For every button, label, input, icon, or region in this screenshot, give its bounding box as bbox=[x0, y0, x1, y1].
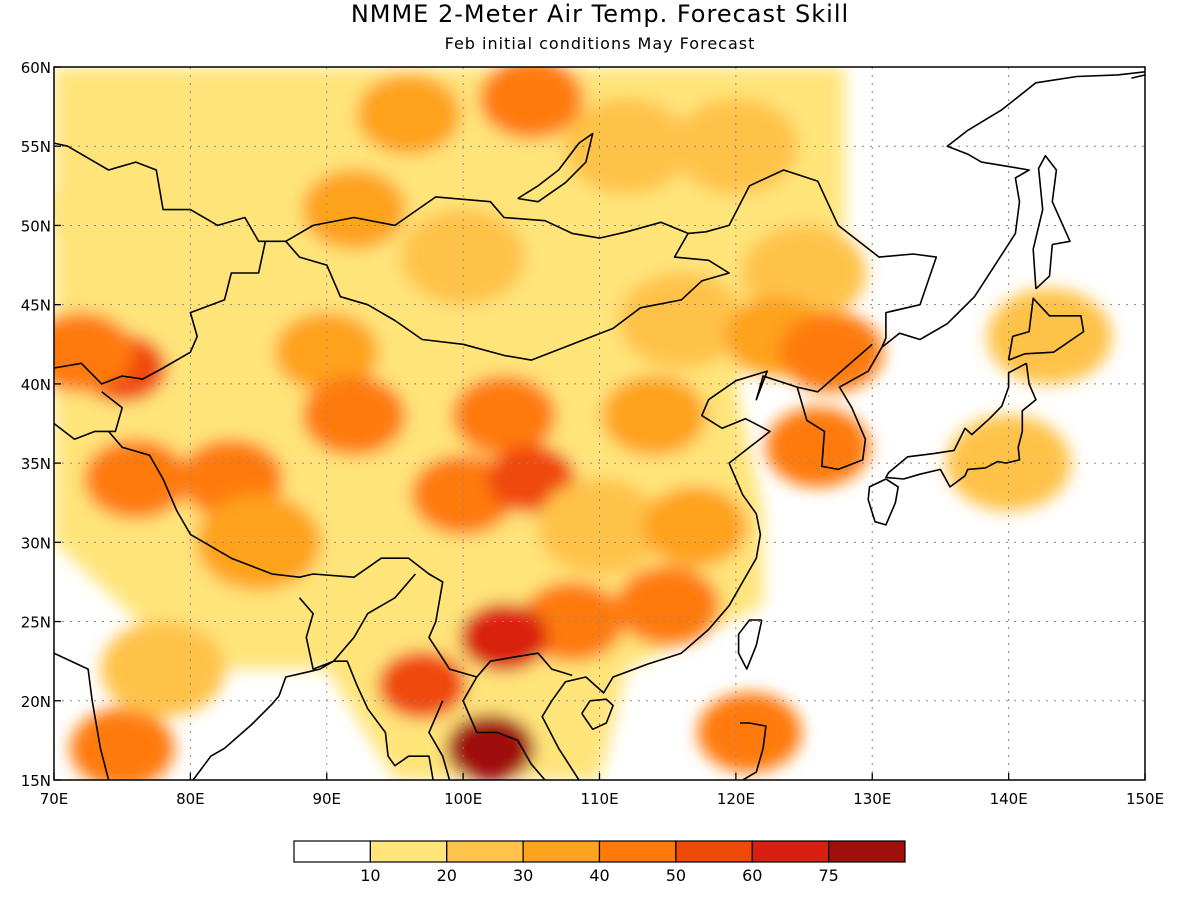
coastline-segment bbox=[54, 652, 110, 780]
skill-cell bbox=[83, 438, 188, 519]
coastline-segment bbox=[881, 71, 1145, 349]
coastline-segment bbox=[796, 347, 883, 471]
coastline-segment bbox=[541, 343, 873, 780]
skill-cell bbox=[54, 161, 171, 258]
skill-cell bbox=[602, 375, 707, 456]
coastline-segment bbox=[428, 700, 451, 780]
colorbar: 10 20 30 40 50 60 75 bbox=[293, 840, 906, 885]
latitude-tick-label: 40N bbox=[21, 376, 51, 394]
latitude-tick-label: 35N bbox=[21, 455, 51, 473]
skill-cell bbox=[100, 621, 226, 718]
skill-cell bbox=[302, 375, 407, 456]
coastline-segment bbox=[54, 661, 55, 663]
skill-cell bbox=[479, 67, 584, 139]
skill-cell bbox=[537, 478, 662, 575]
colorbar-label: 40 bbox=[589, 866, 609, 885]
skill-cell bbox=[302, 169, 407, 250]
skill-cell bbox=[987, 288, 1112, 385]
longitude-tick-label: 150E bbox=[1126, 790, 1164, 808]
skill-field bbox=[54, 67, 1112, 780]
latitude-tick-label: 45N bbox=[21, 297, 51, 315]
latitude-tick-label: 55N bbox=[21, 138, 51, 156]
coastline-segment bbox=[54, 142, 938, 361]
colorbar-swatch bbox=[598, 840, 677, 863]
skill-cell bbox=[618, 272, 744, 369]
skill-cell bbox=[452, 375, 557, 456]
colorbar-swatch bbox=[522, 840, 601, 863]
longitude-tick-label: 70E bbox=[40, 790, 69, 808]
coastline-segment bbox=[107, 430, 573, 678]
coastline-segment bbox=[285, 196, 689, 242]
colorbar-swatch bbox=[751, 840, 830, 863]
colorbar-label: 10 bbox=[360, 866, 380, 885]
latitude-tick-label: 15N bbox=[21, 772, 51, 790]
latitude-tick-label: 25N bbox=[21, 614, 51, 632]
colorbar-swatch bbox=[446, 840, 524, 863]
longitude-tick-label: 120E bbox=[717, 790, 755, 808]
skill-cell bbox=[564, 98, 690, 195]
skill-cell bbox=[54, 312, 134, 393]
skill-cell bbox=[697, 692, 802, 773]
latitude-ticks: 15N 20N 25N 30N 35N 40N 45N 50N 55N 60N bbox=[21, 59, 61, 790]
coastline-segment bbox=[1131, 74, 1145, 79]
map-title: NMME 2-Meter Air Temp. Forecast Skill bbox=[350, 0, 850, 28]
colorbar-swatch bbox=[293, 840, 371, 863]
skill-cell bbox=[765, 407, 870, 488]
skill-cell bbox=[196, 494, 321, 591]
latitude-tick-label: 60N bbox=[21, 59, 51, 77]
longitude-tick-label: 140E bbox=[990, 790, 1028, 808]
coastline-segment bbox=[1007, 297, 1085, 361]
colorbar-label: 50 bbox=[666, 866, 686, 885]
skill-cell bbox=[615, 565, 720, 646]
coastline-segment bbox=[278, 660, 434, 780]
coastline-segment bbox=[54, 241, 267, 385]
longitude-tick-label: 130E bbox=[853, 790, 891, 808]
coastline-segment bbox=[740, 722, 767, 780]
coastline-segment bbox=[298, 573, 417, 670]
graticule bbox=[54, 67, 1145, 780]
colorbar-swatch bbox=[828, 840, 906, 863]
coastline-segment bbox=[462, 676, 546, 780]
skill-cell bbox=[642, 486, 747, 567]
coastline-segment bbox=[517, 132, 594, 203]
colorbar-label: 75 bbox=[818, 866, 838, 885]
coastline-segment bbox=[192, 695, 280, 780]
skill-cell bbox=[446, 714, 535, 780]
skill-cell bbox=[779, 312, 884, 393]
coastline-segment bbox=[54, 391, 123, 441]
latitude-tick-label: 50N bbox=[21, 217, 51, 235]
colorbar-label: 60 bbox=[742, 866, 762, 885]
longitude-ticks: 70E 80E 90E 100E 110E 120E 130E 140E 150E bbox=[40, 773, 1164, 808]
skill-cell bbox=[400, 209, 526, 306]
longitude-tick-label: 80E bbox=[176, 790, 205, 808]
skill-cell bbox=[274, 312, 379, 393]
latitude-tick-label: 30N bbox=[21, 534, 51, 552]
coastline-segment bbox=[867, 478, 899, 526]
coastline-segment bbox=[1032, 154, 1071, 290]
longitude-tick-label: 100E bbox=[444, 790, 482, 808]
skill-cell bbox=[70, 708, 175, 780]
coastline-segment bbox=[581, 698, 614, 731]
skill-cell bbox=[459, 603, 549, 672]
colorbar-swatch bbox=[369, 840, 448, 863]
coastline-segment bbox=[737, 619, 763, 670]
skill-cell bbox=[378, 650, 467, 719]
longitude-tick-label: 90E bbox=[312, 790, 341, 808]
colorbar-label: 30 bbox=[513, 866, 533, 885]
skill-cell bbox=[356, 74, 461, 155]
longitude-tick-label: 110E bbox=[580, 790, 618, 808]
colorbar-swatch bbox=[675, 840, 753, 863]
coastline-segment bbox=[885, 362, 1037, 488]
coastlines bbox=[54, 71, 1145, 780]
map-subtitle: Feb initial conditions May Forecast bbox=[444, 34, 756, 53]
latitude-tick-label: 20N bbox=[21, 693, 51, 711]
colorbar-label: 20 bbox=[437, 866, 457, 885]
